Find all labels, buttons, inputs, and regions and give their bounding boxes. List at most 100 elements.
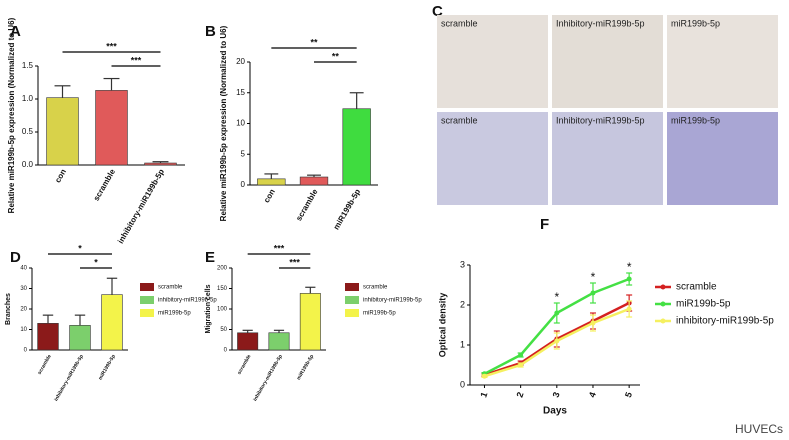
significance-label: ***	[106, 41, 117, 51]
bar	[101, 294, 123, 351]
bar	[268, 332, 290, 351]
legend-label: scramble	[158, 285, 183, 291]
x-tick-label: inhibitory-miR199b-5p	[252, 354, 284, 403]
y-tick-label: 15	[236, 88, 245, 97]
bar	[299, 176, 329, 186]
point	[518, 352, 524, 358]
point	[518, 362, 524, 368]
image-label: scramble	[441, 115, 478, 125]
legend-label: miR199b-5p	[363, 311, 396, 317]
y-tick-label: 0.0	[22, 160, 34, 169]
legend-label: miR199b-5p	[158, 311, 191, 317]
point	[554, 310, 560, 316]
legend-swatch	[345, 296, 359, 304]
bar	[342, 108, 371, 186]
x-tick-label: scramble	[294, 187, 320, 222]
line-chart: 0 1 2 3 Optical density F 1 2 3 4 5 Days scramble miR…	[437, 216, 783, 436]
image-label: miR199b-5p	[671, 18, 720, 28]
y-axis-label: Migration cells	[205, 284, 212, 333]
significance-label: **	[332, 51, 340, 61]
bar	[257, 178, 286, 186]
bar	[237, 332, 259, 351]
significance-label: ***	[274, 243, 285, 253]
cell-label: HUVECs	[735, 422, 783, 436]
x-tick-label: con	[262, 187, 277, 204]
y-axis-label: Relative miR199b-5p expression (Normaliz…	[7, 17, 16, 213]
significance-label: **	[310, 37, 318, 47]
point	[626, 306, 632, 312]
y-tick-label: 10	[236, 119, 245, 128]
image	[667, 112, 778, 205]
bar	[46, 97, 79, 166]
legend-label: inhibitory-miR199b-5p	[676, 316, 774, 327]
x-tick-label: 1	[478, 391, 489, 399]
x-tick-label: scramble	[92, 167, 118, 202]
legend-label: inhibitory-miR199b-5p	[363, 298, 422, 304]
significance-label: *	[94, 257, 98, 267]
y-tick-label: 5	[241, 149, 246, 158]
x-tick-label: scramble	[236, 353, 252, 375]
image	[667, 15, 778, 108]
panel-letter: F	[540, 216, 549, 233]
x-axis-label: Days	[543, 406, 567, 417]
y-tick-label: 0.5	[22, 127, 34, 136]
y-tick-label: 20	[236, 57, 245, 66]
bar	[69, 325, 91, 351]
bar-chart: 0 5 10 15 20 Relative miR199b-5p expression (…	[205, 23, 378, 231]
x-tick-label: 4	[587, 391, 598, 399]
legend-label: miR199b-5p	[676, 299, 731, 310]
y-tick-label: 200	[217, 266, 228, 272]
image	[437, 112, 548, 205]
x-tick-label: 3	[551, 391, 562, 399]
point	[590, 320, 596, 326]
x-tick-label: 5	[623, 391, 634, 399]
panel-letter: B	[205, 23, 216, 40]
image-grid: scramble Inhibitory-miR199b-5p miR199b-5…	[437, 15, 778, 205]
significance-label: *	[554, 290, 559, 304]
point	[554, 338, 560, 344]
significance-label: ***	[289, 257, 300, 267]
image-label: miR199b-5p	[671, 115, 720, 125]
y-tick-label: 0	[24, 348, 28, 354]
x-tick-label: con	[53, 167, 68, 184]
image	[552, 112, 663, 205]
bar	[37, 323, 59, 351]
image	[552, 15, 663, 108]
y-axis-label: Optical density	[437, 293, 447, 358]
significance-label: *	[627, 260, 632, 274]
y-tick-label: 150	[217, 286, 228, 292]
point	[626, 276, 632, 282]
image-label: Inhibitory-miR199b-5p	[556, 18, 645, 28]
x-tick-label: miR199b-5p	[98, 354, 117, 382]
x-tick-label: inhibitory-miR199b-5p	[116, 167, 166, 245]
y-tick-label: 1.5	[22, 61, 34, 70]
y-tick-label: 30	[20, 286, 27, 292]
image-label: Inhibitory-miR199b-5p	[556, 115, 645, 125]
x-tick-label: scramble	[37, 353, 53, 375]
point	[481, 373, 487, 379]
y-axis-label: Relative miR199b-5p expression (Normaliz…	[219, 25, 228, 221]
legend-swatch	[140, 309, 154, 317]
y-tick-label: 1	[460, 339, 465, 349]
image	[437, 15, 548, 108]
y-tick-label: 50	[220, 327, 227, 333]
legend-label: scramble	[363, 285, 388, 291]
y-tick-label: 100	[217, 307, 228, 313]
x-tick-label: 2	[514, 391, 525, 399]
significance-label: *	[78, 243, 82, 253]
bar	[95, 90, 128, 166]
legend-label: inhibitory-miR199b-5p	[158, 298, 217, 304]
panel-letter: E	[205, 249, 215, 266]
legend-point	[660, 301, 666, 307]
y-tick-label: 2	[460, 299, 465, 309]
legend-point	[660, 284, 666, 290]
panel-letter: A	[10, 23, 21, 40]
bar	[299, 293, 321, 351]
panel-letter: C	[432, 3, 443, 20]
y-tick-label: 0	[224, 348, 228, 354]
y-axis-label: Branches	[5, 293, 12, 325]
y-tick-label: 20	[20, 307, 27, 313]
legend-swatch	[140, 296, 154, 304]
